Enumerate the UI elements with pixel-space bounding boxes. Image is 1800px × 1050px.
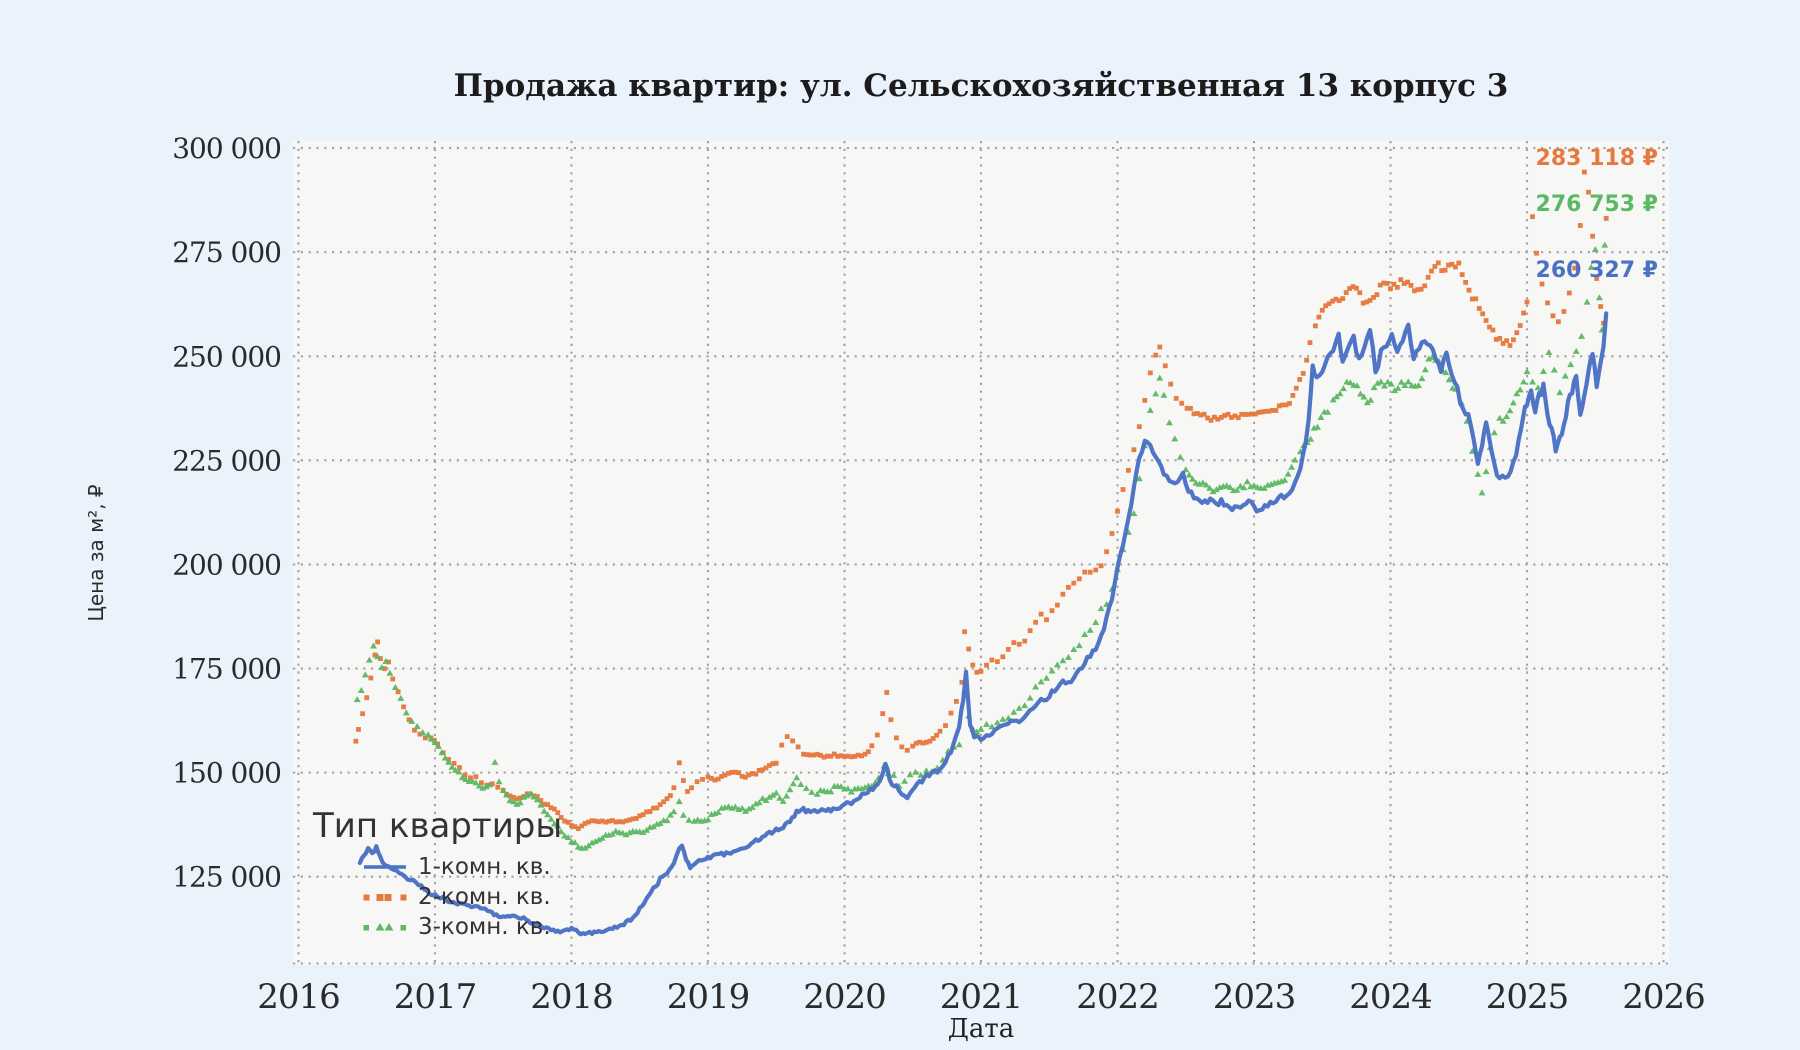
series-layer (353, 169, 1609, 937)
legend-triangle-marker-icon (363, 923, 406, 931)
series-2komn-markers (353, 169, 1609, 831)
page-title: Продажа квартир: ул. Сельскохозяйственна… (453, 68, 1509, 104)
x-tick-label: 2017 (394, 977, 477, 1017)
x-axis-label: Дата (947, 1014, 1015, 1044)
y-tick-label: 225 000 (172, 444, 281, 477)
y-tick-label: 275 000 (172, 236, 281, 269)
x-tick-label: 2023 (1213, 977, 1296, 1017)
x-tick-label: 2025 (1486, 977, 1569, 1017)
legend-square-marker-icon (363, 894, 407, 901)
y-tick-label: 200 000 (172, 548, 281, 581)
x-tick-label: 2024 (1349, 977, 1432, 1017)
legend-item-2komn: 2-комн. кв. (313, 882, 562, 912)
x-tick-label: 2020 (803, 977, 886, 1017)
legend-line-marker-icon (364, 865, 406, 869)
x-tick-label: 2022 (1076, 977, 1159, 1017)
x-tick-labels: 2016 2017 2018 2019 2020 2021 2022 2023 2024 2025… (257, 977, 1706, 1017)
series-1komn-line (357, 311, 1609, 937)
x-tick-label: 2021 (940, 977, 1023, 1017)
legend-item-3komn: 3-комн. кв. (313, 912, 562, 942)
x-tick-label: 2019 (667, 977, 750, 1017)
y-tick-label: 175 000 (172, 653, 281, 686)
legend-item-label: 3-комн. кв. (418, 914, 551, 940)
end-value-label-1komn: 260 327 ₽ (1535, 258, 1658, 283)
y-tick-label: 150 000 (172, 757, 281, 790)
x-tick-label: 2016 (257, 977, 340, 1017)
legend-item-1komn: 1-комн. кв. (313, 852, 562, 882)
legend-item-label: 2-комн. кв. (418, 884, 551, 910)
legend-item-label: 1-комн. кв. (418, 854, 551, 880)
series-3komn-markers (353, 241, 1609, 851)
y-axis-label: Цена за м², ₽ (84, 484, 108, 622)
legend-title: Тип квартиры (313, 806, 563, 846)
y-tick-label: 125 000 (172, 861, 281, 894)
end-value-label-3komn: 276 753 ₽ (1535, 192, 1658, 217)
x-tick-label: 2018 (530, 977, 613, 1017)
y-tick-labels: 300 000 275 000 250 000 225 000 200 000 175 0… (172, 132, 282, 894)
y-tick-label: 250 000 (172, 340, 281, 373)
legend: Тип квартиры 1-комн. кв. 2-комн. кв. (313, 806, 562, 942)
x-tick-label: 2026 (1622, 977, 1705, 1017)
y-tick-label: 300 000 (172, 132, 281, 165)
end-value-label-2komn: 283 118 ₽ (1535, 146, 1658, 171)
